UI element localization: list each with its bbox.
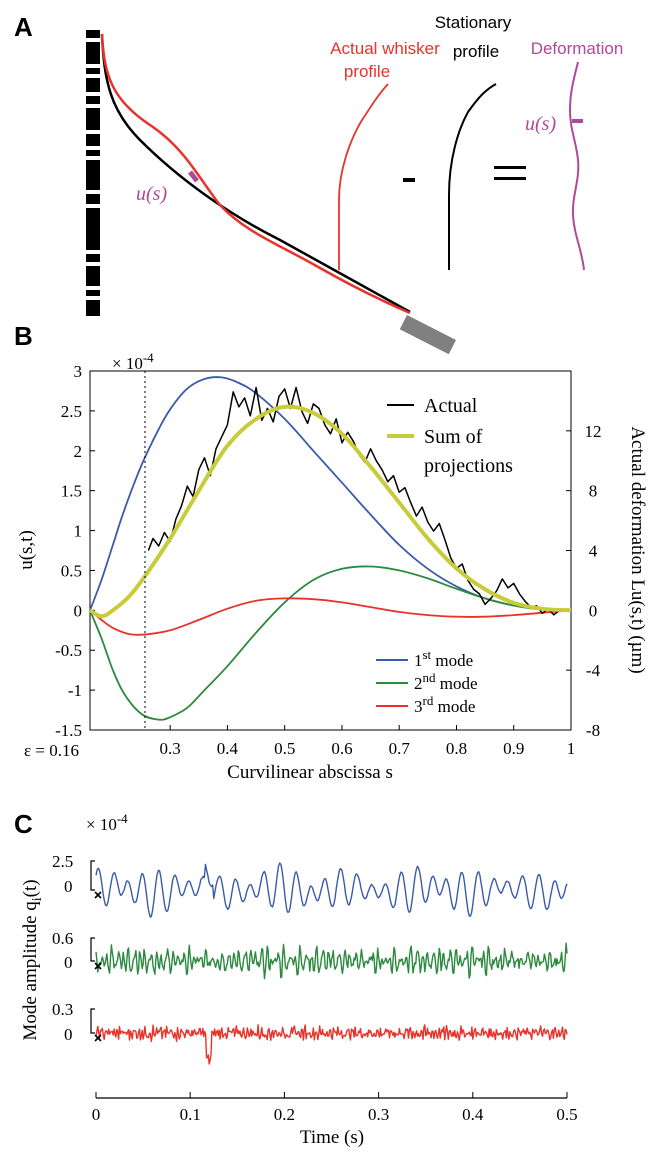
xlabel-c: Time (s) — [300, 1127, 364, 1148]
panel-c: C × 10-4 Mode amplitude qi(t) 2.5 0 0.6 … — [14, 809, 578, 1148]
equals-sign-top — [494, 166, 526, 169]
scale-bar-mode3: 0.3 0 — [52, 1000, 95, 1044]
panel-a: A u(s) Actual whisker — [14, 12, 624, 355]
x-tick-label-c: 0 — [92, 1105, 101, 1124]
y-tick-label-left-b: -1.5 — [55, 721, 82, 740]
x-tick-label-b: 0.5 — [274, 739, 295, 758]
scale-mode1-zero: 0 — [64, 877, 73, 896]
scale-mode2-zero: 0 — [64, 953, 73, 972]
y-tick-label-right-b: 8 — [589, 482, 598, 501]
series-group-c — [94, 862, 568, 1065]
x-tick-label-c: 0.1 — [180, 1105, 201, 1124]
start-marker — [94, 1034, 102, 1042]
panel-letter-b: B — [14, 321, 33, 351]
series-3rd-mode — [89, 597, 572, 636]
y-tick-label-left-b: 0 — [74, 601, 83, 620]
minus-sign — [403, 178, 415, 182]
x-tick-label-b: 0.3 — [160, 739, 181, 758]
legend-modes-b: 1st mode 2nd mode 3rd mode — [376, 647, 478, 716]
deformation-profile-small — [568, 61, 585, 271]
ylabel-left-b: u(s,t) — [16, 530, 37, 570]
x-tick-label-c: 0.5 — [556, 1105, 577, 1124]
y-tick-label-left-b: 1.5 — [61, 482, 82, 501]
panel-letter-c: C — [14, 809, 33, 839]
x-tick-label-b: 0.6 — [331, 739, 352, 758]
x-tick-label-b: 0.4 — [217, 739, 239, 758]
epsilon-label: ε = 0.16 — [24, 741, 79, 760]
x-tick-label-b: 0.7 — [389, 739, 411, 758]
equals-sign-bottom — [494, 177, 526, 180]
x-tick-label-c: 0.3 — [368, 1105, 389, 1124]
scale-mode1-top: 2.5 — [52, 852, 73, 871]
xlabel-b: Curvilinear abscissa s — [227, 762, 393, 783]
y-tick-label-left-b: 2.5 — [61, 402, 82, 421]
series-2nd-mode — [89, 565, 572, 721]
exponent-label-c: × 10-4 — [86, 811, 128, 834]
y-tick-label-left-b: 3 — [74, 362, 83, 381]
scale-mode3-top: 0.3 — [52, 1000, 73, 1019]
x-tick-label-c: 0.2 — [274, 1105, 295, 1124]
whisker-base-bar — [86, 30, 100, 316]
y-tick-label-right-b: 12 — [585, 422, 602, 441]
ylabel-right-b: Actual deformation Lu(s,t) (µm) — [627, 426, 648, 673]
series-group-b — [88, 376, 572, 721]
y-tick-label-left-b: 2 — [74, 442, 83, 461]
y-tick-label-right-b: -4 — [586, 661, 601, 680]
start-marker — [94, 891, 102, 899]
legend-mode1-label: 1st mode — [414, 647, 473, 670]
y-tick-label-left-b: 0.5 — [61, 561, 82, 580]
series-1st-mode-amplitude — [95, 862, 568, 918]
axis-c: 0 0.1 0.2 0.3 0.4 0.5 — [92, 1092, 578, 1124]
stationary-profile-small — [448, 83, 497, 270]
legend-mode3-label: 3rd mode — [414, 693, 475, 716]
y-tick-label-left-b: 1 — [74, 522, 83, 541]
ylabel-c: Mode amplitude qi(t) — [20, 879, 45, 1040]
y-tick-label-left-b: -1 — [68, 681, 82, 700]
legend-top-b: Actual Sum of projections — [387, 395, 513, 477]
follicle-clamp — [399, 315, 457, 355]
actual-profile-small — [338, 83, 389, 270]
u-s-label: u(s) — [136, 183, 167, 205]
actual-profile-title-line1: Actual whisker — [330, 39, 440, 58]
deformation-title: Deformation — [531, 39, 624, 58]
y-tick-label-right-b: 4 — [589, 542, 598, 561]
scale-mode2-top: 0.6 — [52, 929, 73, 948]
actual-whisker-curve — [100, 33, 411, 315]
u-s-right-label: u(s) — [525, 113, 556, 135]
legend-sum-label-2: projections — [424, 455, 513, 477]
series-2nd-mode-amplitude — [95, 942, 568, 980]
exponent-label-b: × 10-4 — [112, 350, 154, 373]
series-1st-mode — [89, 376, 572, 612]
stationary-profile-title-line2: profile — [453, 42, 499, 61]
legend-mode2-label: 2nd mode — [414, 670, 478, 693]
u-s-marker — [188, 170, 199, 183]
scale-mode3-zero: 0 — [64, 1025, 73, 1044]
series-actual — [147, 386, 560, 616]
legend-sum-label-1: Sum of — [424, 426, 483, 448]
panel-letter-a: A — [14, 12, 33, 42]
stationary-whisker-curve — [100, 33, 411, 314]
y-tick-label-right-b: 0 — [589, 601, 598, 620]
scale-bar-mode2: 0.6 0 — [52, 929, 95, 972]
legend-actual-label: Actual — [424, 395, 478, 417]
series-3rd-mode-amplitude — [95, 1024, 568, 1065]
actual-profile-title-line2: profile — [344, 62, 390, 81]
start-marker — [94, 962, 102, 970]
axis-ticks-b: 0.3 0.4 0.5 0.6 0.7 0.8 0.9 1 3 2.5 2 1.5 1 0.5 0 -0.5 -… — [55, 362, 601, 758]
y-tick-label-right-b: -8 — [586, 721, 600, 740]
series-sum-of-projections — [88, 404, 572, 619]
x-tick-label-c: 0.4 — [462, 1105, 484, 1124]
scale-bar-mode1: 2.5 0 — [52, 852, 95, 896]
y-tick-label-left-b: -0.5 — [55, 641, 82, 660]
panel-b: B × 10-4 0.3 0.4 0.5 0.6 0.7 0.8 0.9 1 3 2.5 2 1.5 1… — [14, 321, 648, 783]
x-tick-label-b: 0.9 — [503, 739, 524, 758]
x-tick-label-b: 0.8 — [446, 739, 467, 758]
x-tick-label-b: 1 — [567, 739, 576, 758]
stationary-profile-title-line1: Stationary — [435, 13, 512, 32]
